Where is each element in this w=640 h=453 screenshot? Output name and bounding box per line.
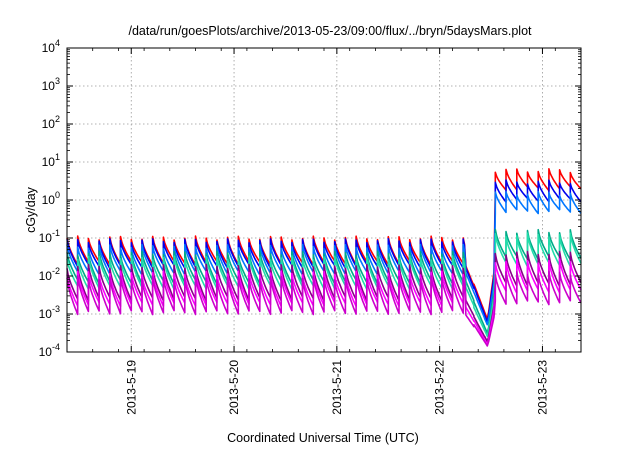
y-tick-labels: 10-4 10-3 10-2 10-1 100 101 102 103 104 [39,38,60,359]
x-tick-label: 2013-5-23 [535,360,549,415]
x-tick-label: 2013-5-19 [124,360,138,415]
y-tick-label: 10-1 [39,228,60,245]
x-tick-label: 2013-5-22 [433,360,447,415]
y-tick-label: 10-3 [39,304,60,321]
y-tick-label: 101 [42,152,60,169]
x-tick-labels: 2013-5-19 2013-5-20 2013-5-21 2013-5-22 2013… [124,360,549,415]
y-tick-label: 104 [42,38,60,55]
x-tick-label: 2013-5-20 [227,360,241,415]
y-axis-label: cGy/day [24,186,38,233]
axis-ticks [66,47,582,353]
chart-title: /data/run/goesPlots/archive/2013-05-23/0… [128,24,532,38]
y-tick-label: 10-4 [39,342,60,359]
x-axis-label: Coordinated Universal Time (UTC) [227,431,419,445]
y-tick-label: 10-2 [39,266,60,283]
y-tick-label: 100 [42,190,60,207]
series-line [66,270,582,347]
y-tick-label: 103 [42,76,60,93]
series-lines [66,168,582,347]
y-tick-label: 102 [42,114,60,131]
x-tick-label: 2013-5-21 [330,360,344,415]
